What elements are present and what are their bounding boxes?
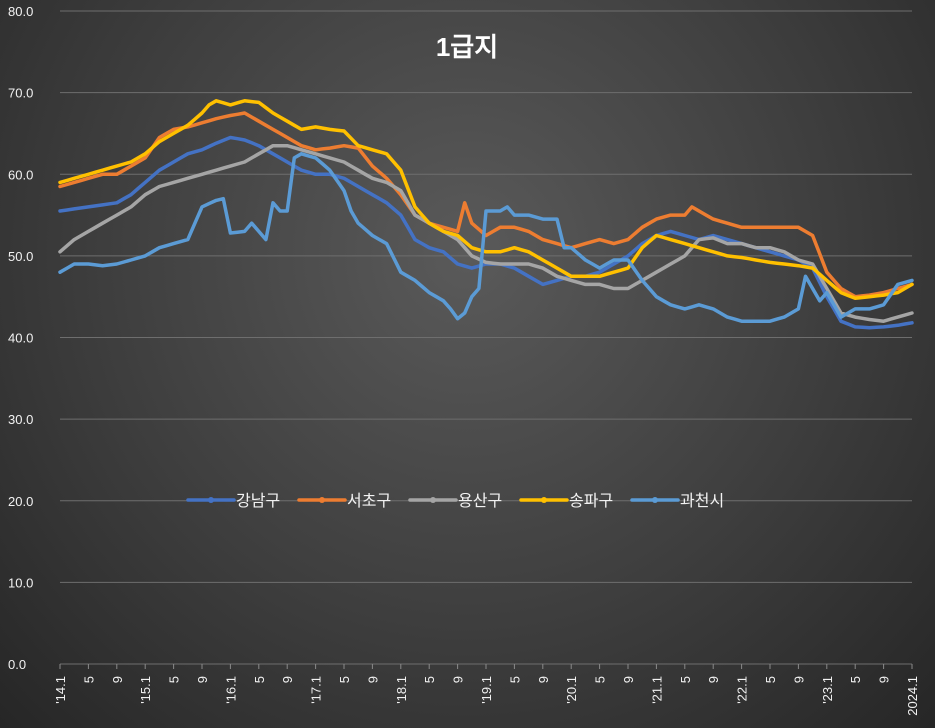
x-tick-label: 9 bbox=[536, 676, 551, 683]
x-tick-label: 9 bbox=[791, 676, 806, 683]
legend-marker-3 bbox=[541, 497, 547, 503]
y-tick-label: 50.0 bbox=[8, 249, 33, 264]
legend-label-1: 서초구 bbox=[347, 492, 391, 510]
x-tick-label: 9 bbox=[365, 676, 380, 683]
legend-label-2: 용산구 bbox=[458, 492, 502, 510]
x-tick-label: 9 bbox=[621, 676, 636, 683]
x-tick-label: 5 bbox=[593, 676, 608, 683]
x-tick-label: 5 bbox=[422, 676, 437, 683]
x-tick-label: '16.1 bbox=[223, 676, 238, 704]
x-tick-label: 9 bbox=[195, 676, 210, 683]
legend-label-4: 과천시 bbox=[680, 492, 724, 510]
x-tick-label: 5 bbox=[167, 676, 182, 683]
x-tick-label: 9 bbox=[706, 676, 721, 683]
legend-marker-0 bbox=[208, 497, 214, 503]
series-line-2 bbox=[58, 143, 914, 323]
x-tick-label: '20.1 bbox=[564, 676, 579, 704]
x-tick-label: 9 bbox=[877, 676, 892, 683]
gridlines bbox=[60, 10, 912, 665]
y-tick-label: 0.0 bbox=[8, 657, 26, 672]
x-tick-label: 5 bbox=[763, 676, 778, 683]
legend-marker-4 bbox=[652, 497, 658, 503]
y-tick-label: 80.0 bbox=[8, 4, 33, 19]
x-tick-label: '18.1 bbox=[394, 676, 409, 704]
x-tick-label: 5 bbox=[337, 676, 352, 683]
x-tick-label: 9 bbox=[110, 676, 125, 683]
x-tick-label: 5 bbox=[81, 676, 96, 683]
x-tick-label: 9 bbox=[280, 676, 295, 683]
y-tick-label: 40.0 bbox=[8, 331, 33, 346]
series-lines bbox=[58, 99, 914, 330]
x-tick-label: '17.1 bbox=[309, 676, 324, 704]
y-tick-label: 60.0 bbox=[8, 167, 33, 182]
x-tick-label: '22.1 bbox=[735, 676, 750, 704]
legend: 강남구 서초구 용산구 송파구 과천시 bbox=[186, 492, 724, 510]
x-tick-label: 9 bbox=[451, 676, 466, 683]
y-tick-label: 20.0 bbox=[8, 494, 33, 509]
series-line-0 bbox=[58, 135, 914, 330]
legend-marker-2 bbox=[430, 497, 436, 503]
x-tick-label: '15.1 bbox=[138, 676, 153, 704]
y-tick-label: 30.0 bbox=[8, 412, 33, 427]
legend-marker-1 bbox=[319, 497, 325, 503]
x-tick-label: 5 bbox=[848, 676, 863, 683]
x-axis-ticks: '14.1 5 9 '15.1 5 9 '16.1 5 9 '17.1 5 9 '18.1 5 9 '19.1… bbox=[53, 664, 920, 716]
series-line-1 bbox=[58, 111, 914, 299]
x-tick-label: '14.1 bbox=[53, 676, 68, 704]
series-line-4 bbox=[58, 152, 914, 323]
x-tick-label: '19.1 bbox=[479, 676, 494, 704]
x-tick-label: 2024.1 bbox=[905, 676, 920, 716]
chart-title: 1급지 bbox=[436, 32, 498, 62]
x-tick-label: '21.1 bbox=[649, 676, 664, 704]
y-axis-ticks: 0.0 10.0 20.0 30.0 40.0 50.0 60.0 70.0 80.0 bbox=[8, 4, 33, 672]
series-line-3 bbox=[58, 99, 914, 301]
x-tick-label: 5 bbox=[678, 676, 693, 683]
legend-label-3: 송파구 bbox=[569, 492, 613, 510]
y-tick-label: 10.0 bbox=[8, 575, 33, 590]
y-tick-label: 70.0 bbox=[8, 86, 33, 101]
x-tick-label: 5 bbox=[507, 676, 522, 683]
legend-label-0: 강남구 bbox=[236, 492, 280, 510]
x-tick-label: '23.1 bbox=[820, 676, 835, 704]
x-tick-label: 5 bbox=[252, 676, 267, 683]
